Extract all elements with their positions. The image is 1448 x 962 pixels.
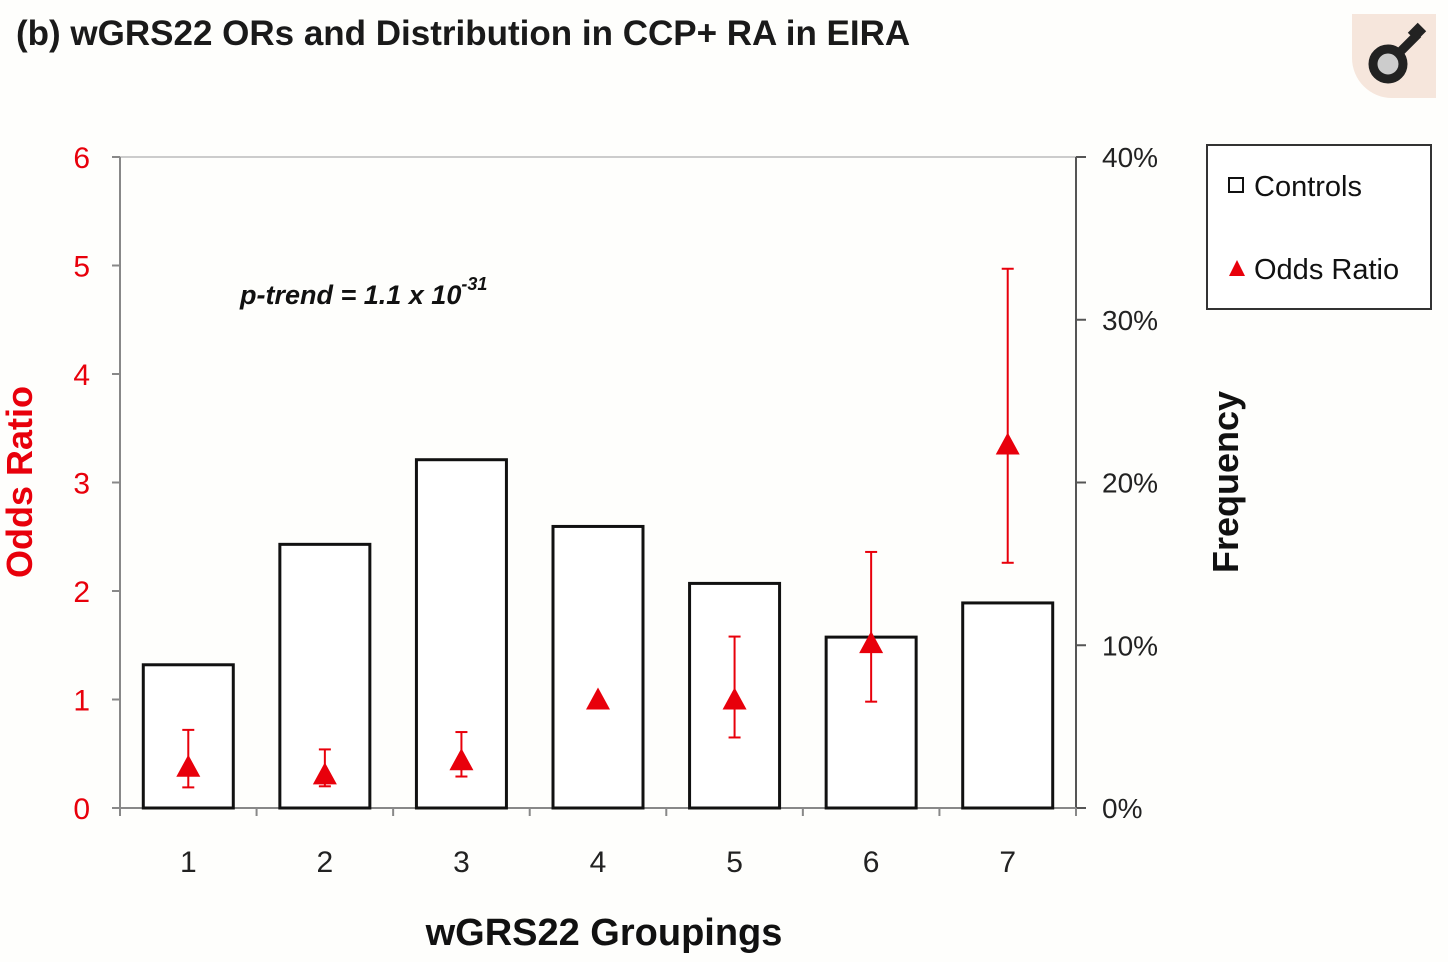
y-tick-label: 1 [73, 685, 90, 718]
y-tick-label: 5 [73, 251, 90, 284]
odds-ratio-point [312, 762, 337, 785]
y-right-tick-label: 10% [1102, 630, 1158, 661]
p-trend-annotation: p-trend = 1.1 x 10-31 [239, 274, 487, 310]
male-symbol-icon [1352, 14, 1436, 98]
odds-ratio-point [722, 687, 747, 710]
odds-ratio-point [586, 687, 610, 710]
x-tick-label: 2 [317, 846, 334, 879]
legend-controls-swatch [1228, 177, 1244, 193]
legend-odds-ratio-label: Odds Ratio [1254, 254, 1399, 286]
x-tick-label: 3 [453, 846, 470, 879]
x-tick-label: 6 [863, 846, 880, 879]
y-axis-right-label: Frequency [1205, 391, 1246, 573]
odds-ratio-point [995, 432, 1020, 455]
chart-title: (b) wGRS22 ORs and Distribution in CCP+ … [16, 14, 911, 53]
x-tick-label: 1 [180, 846, 197, 879]
y-right-tick-label: 40% [1102, 142, 1158, 173]
x-axis-label: wGRS22 Groupings [425, 912, 783, 954]
x-tick-label: 5 [726, 846, 743, 879]
legend-odds-ratio-swatch [1229, 260, 1245, 276]
odds-ratio-point [176, 754, 201, 777]
odds-ratio-point [859, 631, 884, 654]
odds-ratio-point [449, 748, 474, 771]
y-tick-label: 6 [73, 142, 90, 175]
controls-bar [551, 524, 645, 810]
legend-controls-label: Controls [1254, 171, 1362, 203]
y-axis-label: Odds Ratio [0, 386, 40, 578]
y-right-tick-label: 30% [1102, 305, 1158, 336]
legend: Controls Odds Ratio [1206, 144, 1432, 310]
controls-bar [961, 601, 1055, 810]
y-tick-label: 0 [73, 793, 90, 826]
x-tick-label: 4 [590, 846, 607, 879]
y-right-tick-label: 20% [1102, 468, 1158, 499]
y-tick-label: 4 [73, 359, 90, 392]
y-tick-label: 2 [73, 576, 90, 609]
y-tick-label: 3 [73, 468, 90, 501]
y-right-tick-label: 0% [1102, 793, 1142, 824]
x-tick-label: 7 [999, 846, 1016, 879]
